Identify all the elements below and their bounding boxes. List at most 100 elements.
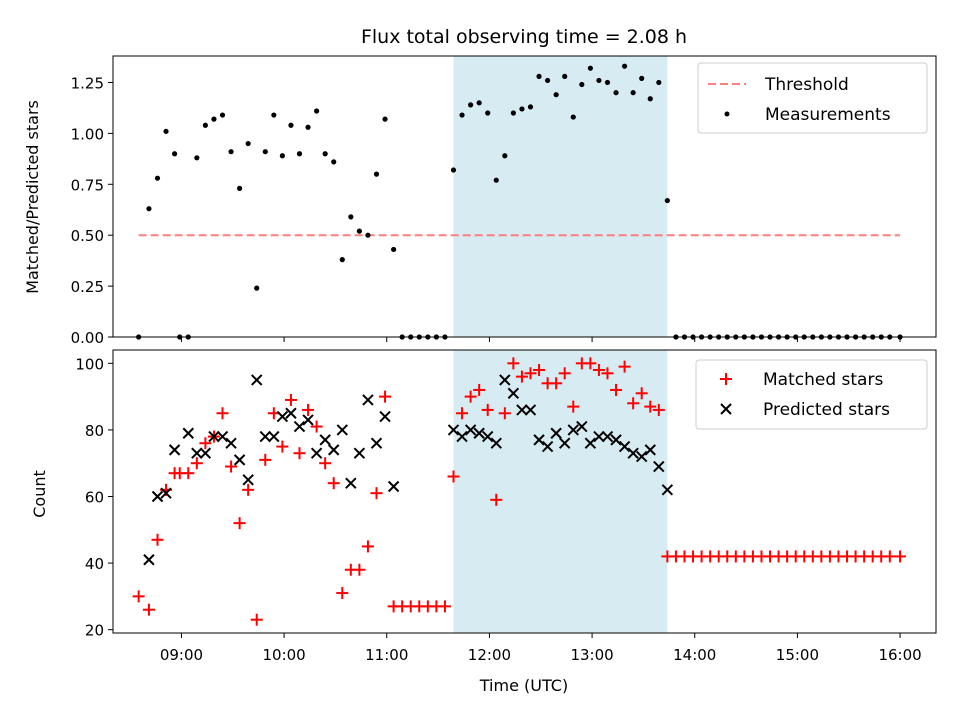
matched-star-point (567, 400, 580, 413)
measurement-point (171, 151, 178, 157)
measurement-point (570, 114, 576, 120)
measurement-point (613, 90, 619, 96)
measurement-point (630, 90, 636, 96)
matched-star-point (894, 550, 907, 563)
measurement-point (536, 73, 542, 79)
predicted-star-point (610, 434, 622, 446)
measurement-point (450, 167, 457, 173)
measurement-point (146, 206, 152, 212)
matched-star-point (627, 397, 640, 410)
matched-star-point (250, 613, 263, 626)
measurement-point (154, 175, 161, 181)
measurement-point (527, 104, 534, 110)
measurement-point (348, 214, 354, 220)
measurement-point (211, 116, 217, 122)
matched-star-point (524, 367, 537, 380)
bottom-xtick-label: 10:00 (262, 646, 305, 664)
measurement-point (579, 81, 585, 88)
predicted-star-point (490, 437, 502, 449)
matched-star-point (379, 390, 392, 403)
predicted-star-point (251, 374, 263, 386)
predicted-star-point (601, 430, 614, 443)
predicted-star-point (310, 447, 323, 459)
measurement-point (314, 108, 320, 114)
bottom-xtick-label: 12:00 (468, 646, 511, 664)
bottom-highlight-span (453, 350, 668, 633)
matched-star-point (490, 493, 503, 506)
matched-star-point (584, 357, 597, 370)
matched-star-point (242, 483, 255, 496)
predicted-star-point (482, 430, 494, 443)
predicted-star-point (143, 554, 155, 566)
measurement-point (163, 128, 169, 134)
matched-star-point (319, 457, 332, 470)
bottom-axes-frame (112, 349, 937, 634)
measurement-point (219, 112, 226, 118)
measurement-point (519, 106, 525, 112)
matched-star-point (558, 367, 571, 380)
predicted-star-point (268, 430, 280, 443)
measurement-point (262, 149, 268, 155)
matched-star-point (592, 363, 605, 376)
matched-star-point (132, 590, 145, 603)
matched-star-point (284, 393, 297, 406)
matched-star-point (182, 467, 195, 480)
predicted-star-point (160, 487, 172, 499)
matched-star-point (550, 377, 563, 390)
top-ylabel: Matched/Predicted stars (23, 100, 42, 294)
top-legend-box (697, 62, 928, 134)
bottom-xtick-label: 15:00 (776, 646, 819, 664)
matched-star-point (507, 357, 520, 370)
legend-matched-label: Matched stars (763, 370, 883, 390)
measurement-point (639, 75, 645, 81)
measurement-point (596, 77, 602, 84)
bottom-xtick-label: 14:00 (673, 646, 716, 664)
measurement-point (391, 246, 397, 253)
measurement-point (356, 228, 362, 234)
bottom-legend: Matched stars Predicted stars (695, 359, 928, 430)
predicted-star-point (456, 430, 468, 443)
measurement-point (322, 151, 328, 157)
measurement-point (382, 116, 388, 122)
predicted-star-point (541, 440, 554, 453)
matched-star-point (652, 403, 665, 416)
bottom-axes: 20 40 60 80 100 09:00 10:00 11:00 12:00 13:00 14:0… (30, 349, 937, 695)
predicted-star-point (584, 437, 597, 449)
predicted-star-point (653, 460, 665, 473)
measurement-point (485, 110, 491, 116)
measurement-point (288, 122, 294, 128)
matched-star-point (481, 403, 494, 416)
measurement-point (271, 112, 277, 118)
measurement-point (459, 112, 465, 118)
predicted-star-point (507, 387, 520, 399)
matched-star-point (515, 370, 528, 383)
matched-star-point (533, 363, 546, 376)
measurement-point (305, 124, 311, 130)
chart-title: Flux total observing time = 2.08 h (361, 26, 687, 48)
matched-star-point (259, 453, 272, 466)
top-ytick-label: 0.50 (71, 227, 104, 245)
matched-star-point (618, 360, 631, 373)
bottom-xlabel: Time (UTC) (479, 676, 568, 695)
measurement-point (245, 140, 251, 147)
measurement-point (647, 96, 653, 102)
predicted-star-point (285, 407, 297, 419)
measurement-point (365, 232, 371, 238)
measurement-point (339, 257, 345, 263)
predicted-star-point (168, 444, 181, 456)
legend-threshold-label: Threshold (764, 75, 849, 95)
predicted-star-point (208, 430, 220, 443)
matched-star-point (276, 440, 289, 453)
predicted-star-point (293, 420, 306, 433)
matched-star-point (635, 387, 648, 400)
matched-star-point (190, 457, 203, 470)
matched-star-point (216, 407, 229, 420)
predicted-star-point (516, 404, 528, 416)
legend-matched-swatch (720, 373, 732, 385)
matched-star-point (353, 563, 366, 576)
predicted-star-point (362, 394, 374, 406)
measurement-point (194, 155, 200, 161)
measurement-point (553, 92, 559, 98)
matched-star-point (233, 517, 246, 530)
matched-star-point (225, 460, 238, 473)
